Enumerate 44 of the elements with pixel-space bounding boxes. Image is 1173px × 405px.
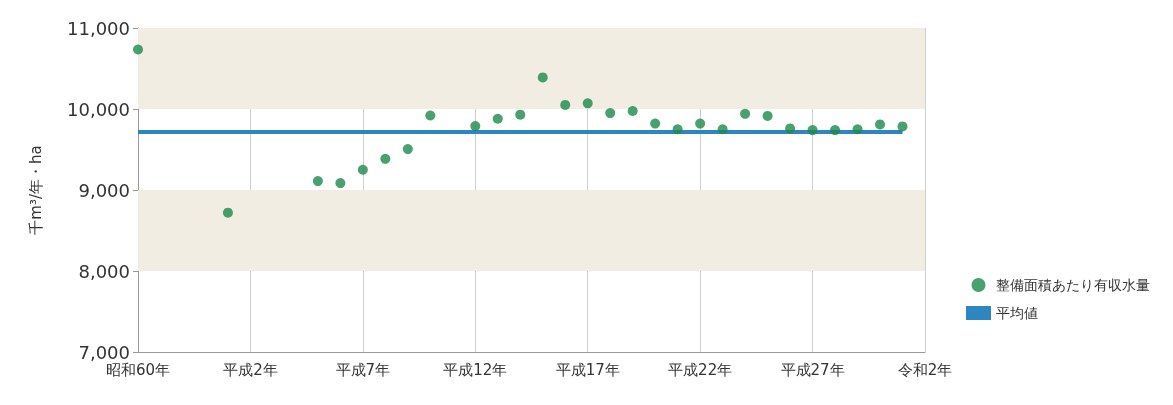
- point: [582, 98, 593, 109]
- point: [650, 118, 661, 129]
- point: [830, 125, 841, 136]
- point: [515, 109, 526, 120]
- point: [312, 176, 323, 187]
- x-tick-label: 平成12年: [443, 360, 508, 379]
- y-tick-label: 7,000: [78, 341, 130, 363]
- point: [335, 178, 346, 189]
- point: [537, 72, 548, 83]
- point: [852, 124, 863, 135]
- point: [875, 119, 886, 130]
- point: [492, 113, 503, 124]
- y-axis-title: 千m³/年・ha: [26, 145, 45, 235]
- point: [672, 124, 683, 135]
- x-tick-label: 令和2年: [897, 360, 953, 379]
- y-tick-label: 11,000: [67, 17, 130, 39]
- point: [380, 153, 391, 164]
- y-tick-label: 10,000: [67, 98, 130, 120]
- point: [762, 110, 773, 121]
- point: [560, 99, 571, 110]
- point: [785, 123, 796, 134]
- y-tick-label: 9,000: [78, 179, 130, 201]
- point: [470, 121, 481, 132]
- x-tick-label: 平成7年: [335, 360, 391, 379]
- x-tick-label: 昭和60年: [105, 360, 171, 379]
- point: [807, 125, 818, 136]
- point: [695, 118, 706, 129]
- y-tick-label: 8,000: [78, 260, 130, 282]
- point: [605, 108, 616, 119]
- point: [402, 144, 413, 155]
- point: [717, 124, 728, 135]
- legend-label: 整備面積あたり有収水量: [996, 277, 1150, 293]
- point: [222, 207, 233, 218]
- point: [425, 110, 436, 121]
- point: [740, 108, 751, 119]
- point: [627, 106, 638, 117]
- point: [357, 164, 368, 175]
- x-tick-label: 平成27年: [780, 360, 845, 379]
- x-tick-label: 平成17年: [555, 360, 620, 379]
- point: [897, 121, 908, 132]
- x-tick-label: 平成22年: [668, 360, 733, 379]
- legend-label: 平均値: [996, 305, 1038, 321]
- x-tick-label: 平成2年: [223, 360, 278, 379]
- point: [133, 44, 143, 55]
